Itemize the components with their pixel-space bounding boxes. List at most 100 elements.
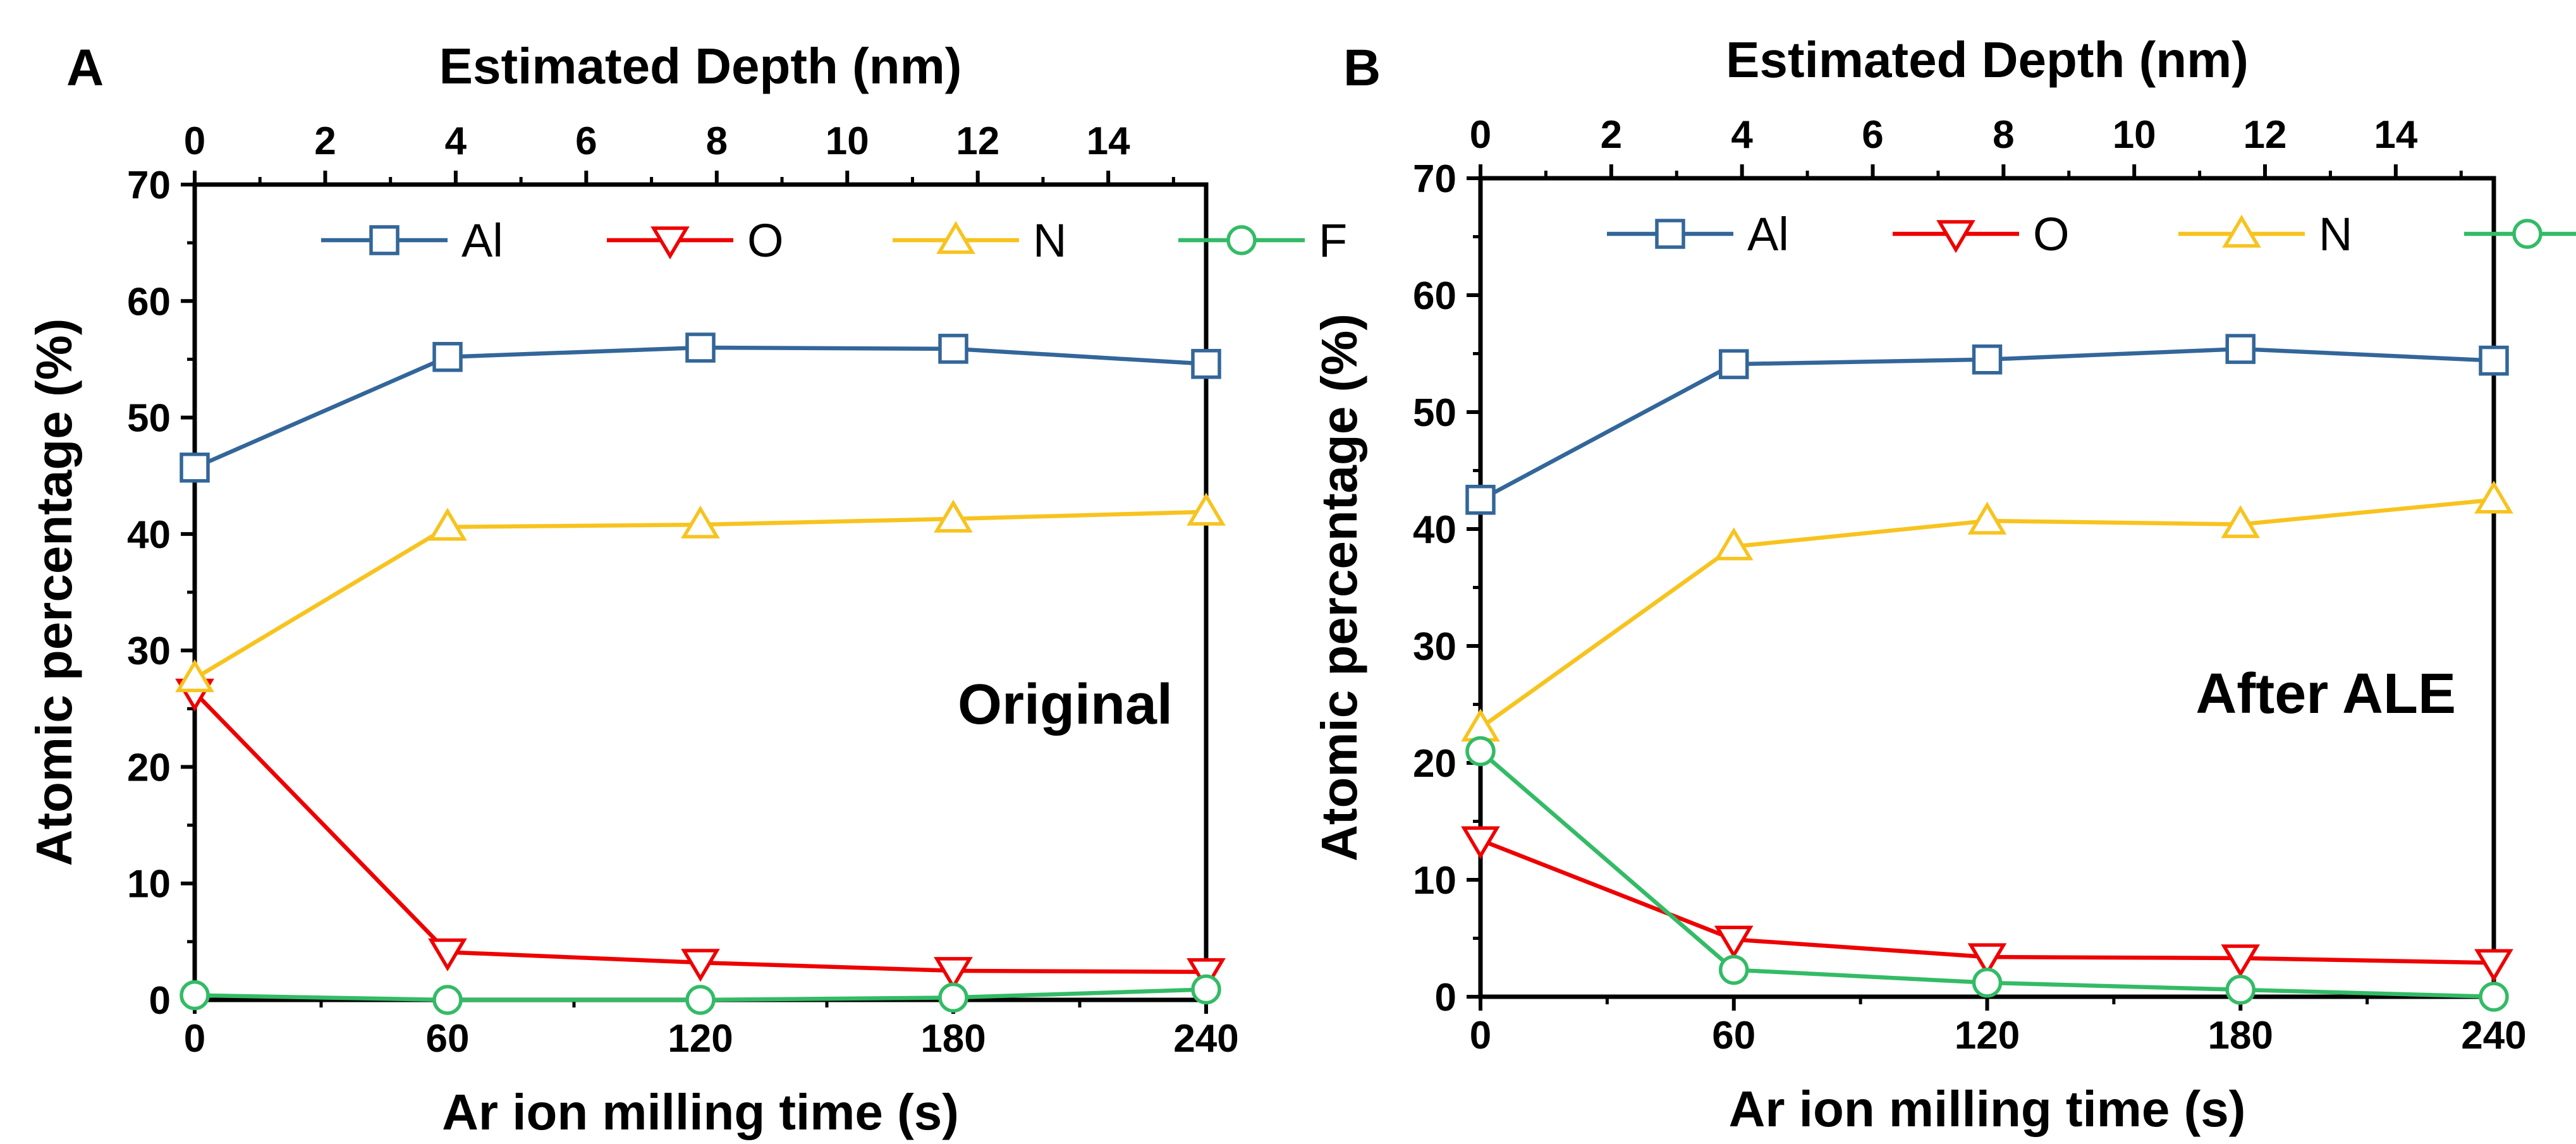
legend-label: N xyxy=(2319,208,2352,260)
y-tick-label: 60 xyxy=(127,280,171,324)
x2-tick-label: 4 xyxy=(1731,113,1753,157)
data-point-o xyxy=(2474,949,2513,982)
x-tick-label: 0 xyxy=(184,1017,205,1061)
y-axis-title: Atomic percentage (%) xyxy=(1311,313,1367,861)
series-line-al xyxy=(193,345,1207,470)
y-tick-label: 40 xyxy=(1413,508,1456,552)
y-tick-label: 30 xyxy=(127,630,171,673)
data-point-o xyxy=(1967,943,2007,977)
data-point-o xyxy=(681,949,720,982)
panel-annotation: Original xyxy=(958,673,1173,736)
legend-marker-f xyxy=(1226,225,1257,255)
y-tick-label: 20 xyxy=(127,746,171,789)
data-point-f xyxy=(180,980,210,1011)
plot-frame xyxy=(1478,176,2496,999)
y-tick-label: 0 xyxy=(1435,976,1456,1019)
data-point-o xyxy=(2221,944,2261,978)
data-point-f xyxy=(1719,954,1749,985)
data-point-o xyxy=(1187,958,1226,992)
x2-tick-label: 10 xyxy=(826,119,869,163)
x-tick-label: 60 xyxy=(1712,1014,1755,1057)
data-point-al xyxy=(1972,344,2003,375)
plot-frame xyxy=(192,182,1209,1002)
data-point-n xyxy=(1714,527,1754,561)
data-point-al xyxy=(938,334,968,364)
data-point-f xyxy=(1465,736,1496,767)
data-point-n xyxy=(934,499,973,533)
data-point-al xyxy=(2225,334,2256,364)
data-point-f xyxy=(2479,982,2509,1012)
y-tick-label: 10 xyxy=(127,863,171,906)
panel-annotation: After ALE xyxy=(2195,662,2456,726)
data-point-al xyxy=(1191,349,1221,379)
x-tick-label: 180 xyxy=(920,1017,986,1061)
data-point-n xyxy=(175,659,214,693)
y-tick-label: 0 xyxy=(149,979,171,1023)
legend-marker-al xyxy=(1655,219,1685,249)
legend-marker-o xyxy=(650,226,690,260)
y-tick-label: 20 xyxy=(1413,742,1456,786)
legend-marker-n xyxy=(2222,214,2261,248)
data-point-n xyxy=(681,505,720,539)
x2-tick-label: 14 xyxy=(2374,113,2417,157)
data-point-n xyxy=(1967,501,2007,535)
data-point-al xyxy=(180,453,210,483)
y-tick-label: 70 xyxy=(1413,157,1456,201)
x-tick-label: 240 xyxy=(2461,1014,2526,1057)
x2-tick-label: 4 xyxy=(445,119,467,163)
legend-label: N xyxy=(1033,214,1066,267)
x-tick-label: 120 xyxy=(668,1017,733,1061)
x2-tick-label: 10 xyxy=(2113,113,2156,157)
series-f xyxy=(1465,736,2509,1012)
data-point-o xyxy=(1714,925,1754,959)
data-point-al xyxy=(432,341,463,372)
legend-label: Al xyxy=(461,214,503,267)
x-axis-title: Ar ion milling time (s) xyxy=(442,1084,959,1140)
x2-tick-label: 2 xyxy=(314,119,336,163)
x-tick-label: 60 xyxy=(426,1017,470,1061)
x-axis-title: Ar ion milling time (s) xyxy=(1729,1081,2246,1137)
y-tick-label: 30 xyxy=(1413,625,1456,669)
series-al xyxy=(180,332,1221,483)
x2-tick-label: 0 xyxy=(184,119,205,163)
x-tick-label: 180 xyxy=(2208,1014,2273,1057)
data-point-al xyxy=(1465,485,1496,515)
data-point-n xyxy=(1187,492,1226,526)
data-point-f xyxy=(432,985,463,1015)
x-tick-label: 0 xyxy=(1470,1014,1491,1057)
data-point-f xyxy=(938,982,968,1013)
data-point-al xyxy=(685,332,716,363)
x2-axis-title: Estimated Depth (nm) xyxy=(1726,32,2249,88)
legend-marker-al xyxy=(369,225,400,255)
y-tick-label: 70 xyxy=(127,164,171,207)
data-point-n xyxy=(1461,709,1500,742)
legend-label: Al xyxy=(1747,208,1789,260)
panel-label: B xyxy=(1343,39,1381,97)
x2-axis-title: Estimated Depth (nm) xyxy=(439,38,962,94)
y-tick-label: 40 xyxy=(127,513,171,557)
series-f xyxy=(180,974,1221,1015)
data-point-f xyxy=(685,985,716,1015)
data-point-f xyxy=(2225,975,2256,1005)
x2-tick-label: 12 xyxy=(2243,113,2287,157)
x-tick-label: 240 xyxy=(1173,1017,1238,1061)
data-point-o xyxy=(1461,826,1500,860)
data-point-f xyxy=(1972,968,2003,998)
x2-tick-label: 6 xyxy=(575,119,597,163)
y-tick-label: 60 xyxy=(1413,274,1456,318)
data-point-n xyxy=(2474,480,2513,514)
x2-tick-label: 0 xyxy=(1470,113,1491,157)
data-point-o xyxy=(934,957,973,990)
data-point-al xyxy=(2479,345,2509,376)
data-point-o xyxy=(428,938,467,971)
series-al xyxy=(1465,334,2509,515)
legend-marker-f xyxy=(2512,219,2542,249)
y-tick-label: 10 xyxy=(1413,859,1456,903)
y-tick-label: 50 xyxy=(127,397,171,441)
x2-tick-label: 12 xyxy=(956,119,999,163)
series-n xyxy=(175,492,1226,693)
